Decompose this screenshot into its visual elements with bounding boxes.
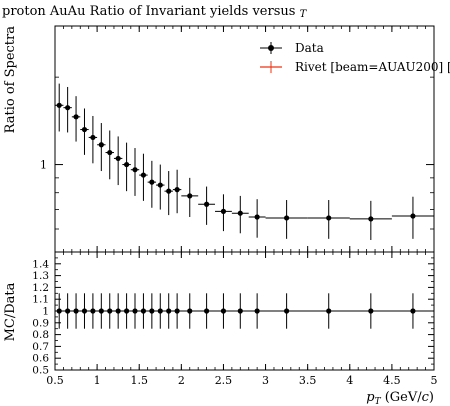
- main-data-point: [56, 102, 62, 108]
- ratio-data-point: [326, 308, 332, 314]
- ratio-y-tick-label: 0.5: [32, 365, 49, 377]
- chart-title: proton AuAu Ratio of Invariant yields ve…: [2, 4, 308, 20]
- main-data-point: [410, 213, 416, 219]
- ratio-y-tick-label: 0.6: [32, 353, 49, 365]
- x-tick-label: 3.5: [299, 374, 317, 387]
- chart-title-main: proton AuAu Ratio of Invariant yields ve…: [2, 4, 300, 19]
- ratio-data-point: [254, 308, 260, 314]
- ratio-data-point: [132, 308, 138, 314]
- ratio-data-point: [90, 308, 96, 314]
- main-data-point: [284, 215, 290, 221]
- main-data-point: [65, 105, 71, 111]
- ratio-data-point: [204, 308, 210, 314]
- ratio-y-tick-label: 0.8: [32, 329, 49, 341]
- ratio-panel: 0.5 1 1.5 2 2.5 3 3.5 4 4.5 50.50.60.70.80.911.11…: [32, 251, 438, 387]
- ratio-y-tick-label: 1.2: [32, 282, 49, 294]
- legend-rivet-label: Rivet [beam=AUAU200] [c: [295, 60, 450, 74]
- main-data-point: [174, 187, 180, 193]
- main-data-point: [90, 134, 96, 141]
- ratio-y-tick-label: 0.7: [32, 341, 49, 353]
- chart-title-italic: T: [300, 9, 308, 20]
- x-axis-label-unit: (GeV/: [381, 390, 423, 405]
- main-data-point: [81, 126, 88, 133]
- main-data-point: [187, 193, 193, 199]
- main-y-axis-label: Ratio of Spectra: [3, 26, 18, 134]
- x-tick-label: 2.5: [215, 374, 233, 387]
- ratio-data-point: [81, 308, 88, 314]
- x-tick-label: 2: [178, 374, 185, 387]
- x-tick-label: 1.5: [130, 374, 148, 387]
- ratio-y-tick-label: 1.1: [32, 294, 49, 306]
- main-data-point: [166, 188, 172, 194]
- ratio-data-point: [174, 308, 180, 314]
- x-tick-label: 4: [346, 374, 353, 387]
- ratio-data-point: [187, 308, 193, 314]
- x-tick-label: 1: [94, 374, 101, 387]
- main-data-point: [107, 149, 113, 156]
- ratio-data-point: [149, 308, 155, 314]
- x-axis-label-c: c: [422, 390, 430, 405]
- main-data-point: [368, 216, 374, 222]
- ratio-data-point: [140, 308, 147, 314]
- ratio-data-point: [115, 308, 121, 314]
- legend: Data Rivet [beam=AUAU200] [c: [260, 41, 450, 74]
- main-data-point: [149, 179, 155, 185]
- main-data-point: [326, 215, 332, 221]
- ratio-data-point: [123, 308, 130, 314]
- ratio-data-point: [220, 308, 227, 314]
- main-data-point: [123, 161, 130, 168]
- ratio-data-point: [166, 308, 172, 314]
- ratio-data-point: [237, 308, 243, 314]
- main-data-point: [237, 210, 243, 216]
- x-tick-label: 3: [262, 374, 269, 387]
- x-axis-label: pT (GeV/c): [366, 390, 434, 406]
- x-tick-label: 5: [431, 374, 438, 387]
- main-data-point: [140, 172, 147, 178]
- main-data-point: [204, 201, 210, 207]
- ratio-data-point: [410, 308, 416, 314]
- ratio-data-point: [284, 308, 290, 314]
- x-tick-label: 4.5: [383, 374, 401, 387]
- legend-data-label: Data: [295, 41, 324, 55]
- x-tick-label: 0.5: [46, 374, 64, 387]
- main-data-point: [73, 114, 79, 120]
- ratio-y-tick-label: 1.4: [32, 258, 49, 270]
- main-data-point: [98, 142, 104, 148]
- main-y-tick-label: 1: [40, 159, 47, 172]
- legend-data-marker: [268, 45, 274, 51]
- ratio-y-tick-label: 1.3: [32, 270, 49, 282]
- ratio-data-point: [107, 308, 113, 314]
- ratio-data-point: [56, 308, 62, 314]
- main-data-point: [220, 208, 227, 214]
- main-data-point: [254, 214, 260, 220]
- ratio-data-point: [157, 308, 163, 314]
- ratio-y-tick-label: 1: [42, 306, 49, 318]
- ratio-data-point: [368, 308, 374, 314]
- ratio-data-point: [65, 308, 71, 314]
- x-axis-label-sub: T: [375, 397, 382, 406]
- ratio-data-point: [73, 308, 79, 314]
- main-data-point: [132, 167, 138, 173]
- ratio-y-tick-label: 0.9: [32, 317, 49, 329]
- main-data-point: [157, 182, 163, 188]
- x-axis-label-p: p: [366, 390, 375, 405]
- main-data-point: [115, 155, 121, 162]
- ratio-data-point: [98, 308, 104, 314]
- x-axis-label-end: ): [429, 390, 434, 405]
- ratio-y-axis-label: MC/Data: [3, 282, 18, 341]
